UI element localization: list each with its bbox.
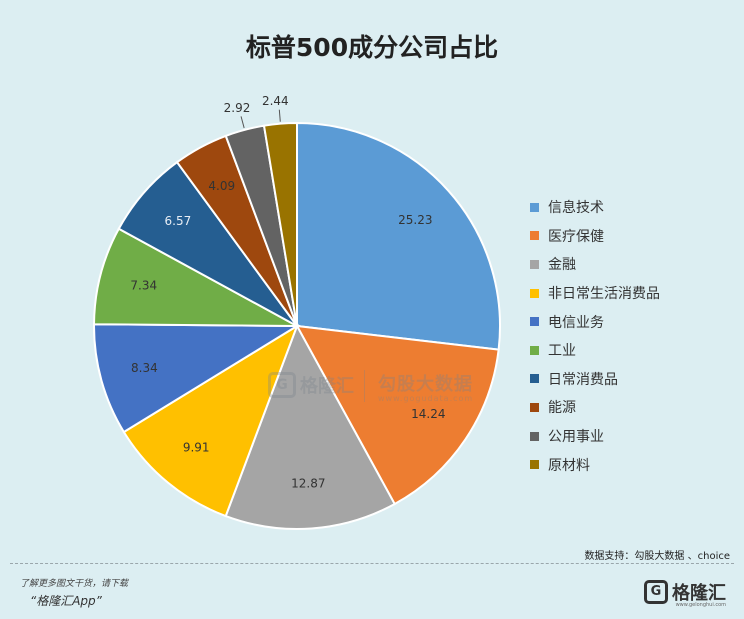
pie-slice-10: [262, 121, 298, 327]
value-label-5: 8.34: [131, 361, 158, 375]
legend-label: 信息技术: [548, 200, 604, 217]
value-label-6: 7.34: [130, 279, 157, 293]
pie-slice-1: [296, 121, 501, 351]
legend-swatch: [530, 259, 539, 269]
value-label-2: 14.24: [411, 407, 445, 421]
brand-logo-icon: G: [644, 580, 668, 604]
watermark-url: www.gogudata.com: [378, 394, 474, 403]
value-label-1: 25.23: [398, 213, 432, 227]
legend-item-10: 原材料: [530, 450, 730, 479]
value-label-3: 12.87: [291, 476, 325, 490]
legend-swatch: [530, 345, 539, 355]
legend-swatch: [530, 317, 539, 327]
legend-label: 原材料: [548, 457, 590, 474]
watermark-name: 勾股大数据: [378, 374, 473, 395]
footer-note: 了解更多图文干货，请下载: [20, 579, 129, 589]
legend-item-4: 非日常生活消费品: [530, 279, 730, 308]
legend-item-2: 医疗保健: [530, 222, 730, 251]
value-label-10: 2.44: [262, 94, 289, 108]
legend-item-3: 金融: [530, 250, 730, 279]
watermark-brand: 格隆汇: [300, 376, 354, 397]
watermark: G 格隆汇 勾股大数据 www.gogudata.com: [268, 370, 488, 404]
legend-swatch: [530, 431, 539, 441]
legend-label: 金融: [548, 257, 576, 274]
legend-swatch: [530, 231, 539, 241]
legend-swatch: [530, 202, 539, 212]
legend-item-6: 工业: [530, 336, 730, 365]
legend-label: 医疗保健: [548, 228, 604, 245]
footer-app-name: “格隆汇App”: [30, 594, 102, 608]
legend-item-5: 电信业务: [530, 307, 730, 336]
value-labels: 25.23 14.24 12.87 9.91 8.34 7.34 6.57 4.09 2.92 2…: [130, 94, 445, 490]
pie-slice-2: [295, 324, 500, 506]
value-label-4: 9.91: [183, 441, 210, 455]
data-source: 数据支持：勾股大数据 、choice: [584, 551, 730, 562]
legend-label: 日常消费品: [548, 371, 618, 388]
legend-swatch: [530, 460, 539, 470]
chart-title: 标普500成分公司占比: [245, 33, 499, 62]
legend-item-9: 公用事业: [530, 422, 730, 451]
watermark-logo-icon: G: [268, 372, 296, 398]
legend-item-1: 信息技术: [530, 193, 730, 222]
legend-swatch: [530, 374, 539, 384]
leader-line-10: [278, 109, 281, 122]
pie-slice-5: [93, 323, 301, 434]
value-label-8: 4.09: [208, 179, 235, 193]
pie-slice-6: [92, 227, 298, 327]
footer-divider: [10, 563, 734, 564]
leader-line-9: [240, 116, 245, 129]
legend-label: 非日常生活消费品: [548, 286, 660, 303]
legend-label: 工业: [548, 343, 576, 360]
leader-lines: [240, 109, 281, 129]
brand-logo-text: 格隆汇: [672, 583, 726, 604]
legend-swatch: [530, 402, 539, 412]
pie-slice-4: [122, 323, 299, 518]
legend-item-8: 能源: [530, 393, 730, 422]
chart-legend: 信息技术医疗保健金融非日常生活消费品 电信业务工业日常消费品能源公用事业原材料: [530, 193, 730, 479]
value-label-7: 6.57: [165, 214, 192, 228]
value-label-9: 2.92: [224, 101, 251, 115]
pie-slices: [92, 121, 501, 530]
legend-swatch: [530, 288, 539, 298]
legend-item-7: 日常消费品: [530, 365, 730, 394]
legend-label: 电信业务: [548, 314, 604, 331]
watermark-separator: [364, 370, 365, 402]
legend-label: 能源: [548, 400, 576, 417]
brand-logo: G 格隆汇 www.gelonghui.com: [644, 578, 726, 608]
pie-slice-3: [224, 323, 397, 530]
brand-logo-url: www.gelonghui.com: [675, 602, 726, 608]
legend-label: 公用事业: [548, 429, 604, 446]
